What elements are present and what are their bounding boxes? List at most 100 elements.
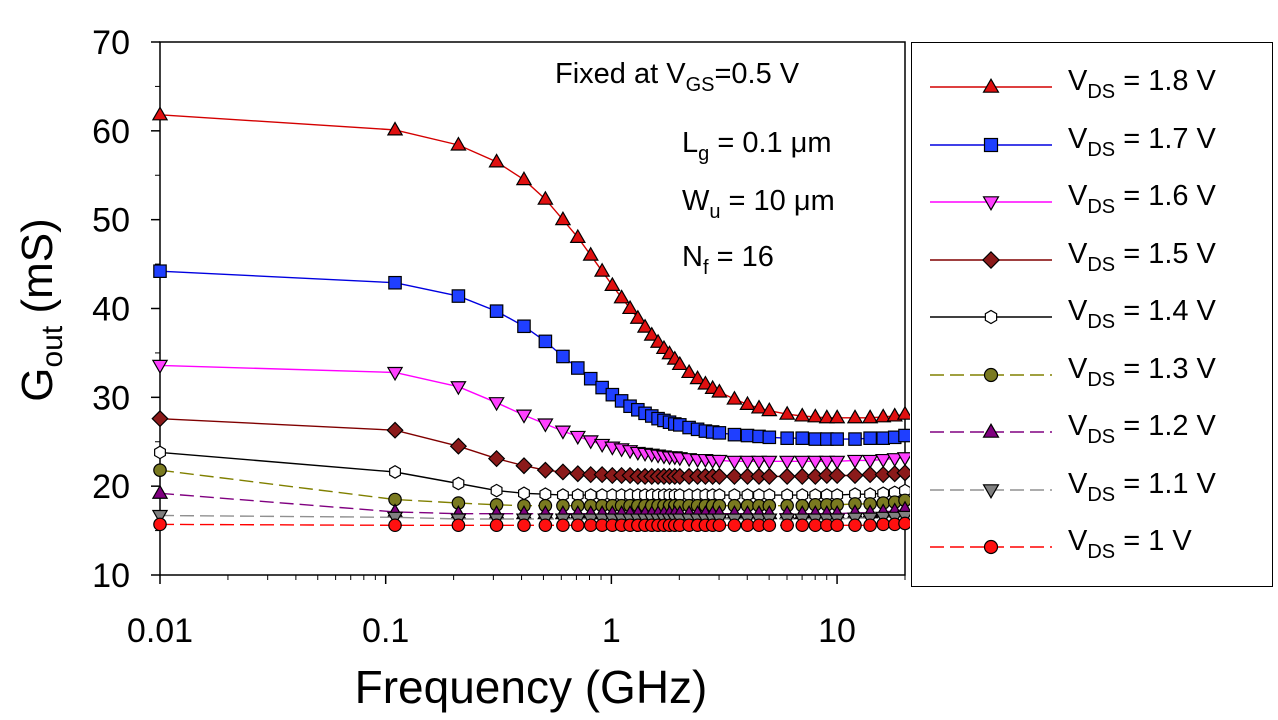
data-point [876, 517, 890, 532]
y-tick-label: 50 [92, 202, 130, 240]
annotation-wu: Wu = 10 μm [682, 185, 835, 223]
data-point [556, 518, 570, 533]
legend-label-prefix: V [1068, 295, 1088, 327]
x-tick-label: 10 [818, 612, 856, 650]
data-point [689, 370, 706, 385]
data-point [571, 361, 585, 375]
legend-marker [982, 250, 1000, 269]
data-point [554, 425, 572, 440]
legend-label-sub: DS [1087, 253, 1116, 276]
legend-label-sub: DS [1087, 311, 1116, 333]
data-point [876, 431, 890, 445]
data-point [388, 275, 402, 290]
data-point [793, 467, 811, 485]
legend-label-value: = 1.8 V [1115, 65, 1216, 97]
data-point [818, 455, 836, 470]
legend-label-sub: DS [1087, 483, 1116, 506]
data-point [490, 483, 503, 498]
data-point [710, 467, 728, 485]
legend-label: VDS = 1.1 V [1068, 468, 1216, 507]
data-point [863, 431, 877, 445]
data-point [778, 405, 796, 420]
y-axis: 10 20 30 40 50 60 70 [92, 24, 160, 595]
legend-swatch [930, 77, 1052, 93]
data-point [569, 465, 587, 483]
legend-item: VDS = 1.5 V [912, 234, 1272, 284]
legend-label-sub: DS [1087, 138, 1116, 161]
legend-label: VDS = 1.4 V [1068, 295, 1216, 334]
data-point [386, 421, 404, 439]
legend-label-value: = 1.7 V [1115, 122, 1216, 155]
legend-swatch [930, 137, 1052, 152]
data-point [388, 518, 402, 533]
legend-label-sub: DS [1087, 368, 1116, 391]
legend-label: VDS = 1 V [1068, 525, 1192, 564]
data-point [711, 383, 728, 398]
data-point [489, 304, 504, 318]
data-point [671, 355, 688, 371]
legend-item: VDS = 1 V [912, 521, 1272, 571]
data-point [515, 409, 533, 424]
data-point [896, 464, 910, 482]
data-point [762, 518, 777, 533]
data-point [727, 427, 742, 442]
data-point [778, 455, 796, 470]
legend-label: VDS = 1.7 V [1068, 123, 1216, 162]
legend-item: VDS = 1.6 V [912, 176, 1272, 226]
data-point [697, 375, 714, 390]
legend-marker [983, 539, 999, 555]
data-point [875, 453, 892, 469]
data-point [738, 467, 757, 485]
data-point [515, 171, 533, 186]
data-point [621, 299, 639, 315]
data-point [830, 432, 844, 446]
data-point [595, 380, 609, 395]
x-axis: 0.01 0.1 1 10 [127, 575, 906, 650]
data-point [725, 467, 744, 485]
data-point [153, 517, 167, 532]
x-tick-label: 0.01 [127, 612, 193, 650]
data-point [740, 518, 755, 533]
data-point [450, 381, 467, 396]
data-point [739, 395, 756, 410]
annotation-lg: Lg = 0.1 μm [682, 127, 832, 165]
data-point [750, 399, 768, 414]
legend-label-prefix: V [1068, 525, 1088, 557]
legend-label: VDS = 1.3 V [1068, 353, 1216, 392]
data-point [760, 467, 778, 485]
data-point [604, 276, 621, 291]
legend-label-value: = 1.4 V [1115, 295, 1216, 327]
legend-swatch [930, 309, 1052, 325]
data-point [794, 407, 811, 422]
legend-swatch [930, 250, 1052, 269]
legend-marker [982, 422, 1000, 438]
data-point [739, 455, 756, 470]
data-point [451, 289, 466, 303]
data-point [154, 445, 166, 460]
legend-label-prefix: V [1068, 467, 1088, 500]
data-point [151, 106, 169, 121]
data-point [488, 397, 505, 412]
data-point [389, 465, 401, 479]
legend-label-prefix: V [1068, 410, 1088, 442]
series-3 [151, 410, 910, 485]
data-point [896, 452, 910, 467]
data-point [795, 431, 810, 445]
y-tick-label: 30 [92, 379, 130, 417]
data-point [487, 450, 506, 468]
data-point [848, 518, 862, 533]
data-point [450, 136, 467, 151]
legend-label-prefix: V [1068, 180, 1088, 212]
data-point [780, 518, 794, 533]
data-point [537, 418, 554, 433]
data-point [538, 518, 553, 533]
data-point [569, 430, 586, 446]
data-point [629, 309, 647, 324]
legend-marker [983, 137, 999, 152]
data-point [846, 409, 864, 424]
data-point [761, 402, 778, 417]
data-point [848, 432, 862, 446]
data-point [643, 326, 660, 341]
series-2 [151, 359, 910, 470]
data-point [712, 426, 727, 440]
